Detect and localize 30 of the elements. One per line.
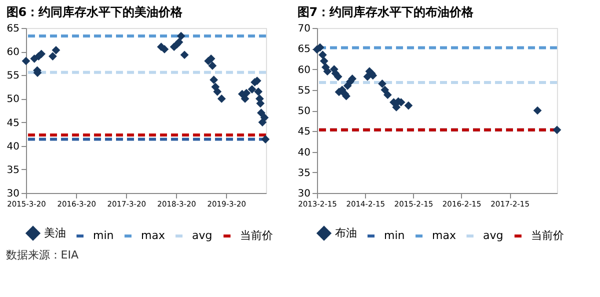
y-tick-label: 40 [298,147,310,158]
y-tick-label: 70 [298,24,310,34]
legend-label: 当前价 [531,229,564,242]
source-note: 数据来源：EIA [6,248,79,262]
y-tick-label: 40 [6,141,20,152]
legend-label: 当前价 [240,229,273,242]
legend-label: max [141,229,166,242]
y-tick-label: 60 [6,47,20,58]
y-tick-label: 50 [298,106,310,117]
y-tick-label: 60 [298,64,310,76]
y-tick-label: 55 [6,70,20,82]
legend-label: avg [483,229,504,242]
y-tick-label: 35 [6,164,20,176]
y-tick-label: 30 [298,188,310,200]
legend-label: 美油 [44,226,66,240]
legend-label: max [432,229,456,242]
y-tick-label: 30 [6,188,20,200]
y-tick-label: 65 [298,44,310,56]
legend-label: min [93,229,114,242]
y-tick-label: 65 [6,24,20,34]
legend-label: min [384,229,405,242]
y-tick-label: 35 [298,168,310,179]
y-tick-label: 45 [298,126,310,138]
legend-label: 布油 [335,226,357,240]
chart-title: 图6：约同库存水平下的美油价格 [6,5,184,19]
y-tick-label: 45 [6,118,20,129]
y-tick-label: 55 [298,85,310,96]
y-tick-label: 50 [6,94,20,106]
legend-label: avg [192,229,212,242]
chart-title: 图7：约同库存水平下的布油价格 [297,5,475,19]
